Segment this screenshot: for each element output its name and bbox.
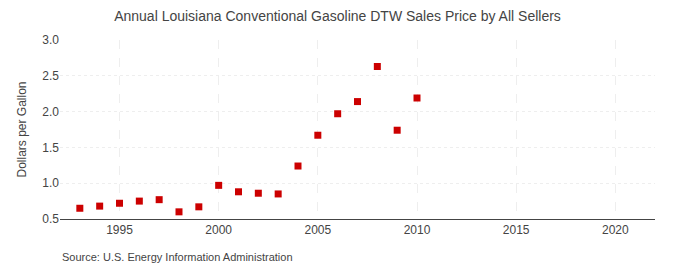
svg-text:Source: U.S. Energy Informatio: Source: U.S. Energy Information Administ… [62, 251, 293, 263]
svg-text:1995: 1995 [106, 223, 133, 237]
svg-text:1.0: 1.0 [42, 176, 59, 190]
svg-text:3.0: 3.0 [42, 33, 59, 47]
svg-text:2.0: 2.0 [42, 105, 59, 119]
svg-text:Annual Louisiana Conventional: Annual Louisiana Conventional Gasoline D… [114, 8, 561, 24]
svg-text:2005: 2005 [304, 223, 331, 237]
svg-text:2020: 2020 [602, 223, 629, 237]
svg-text:2000: 2000 [205, 223, 232, 237]
svg-text:2010: 2010 [404, 223, 431, 237]
svg-text:Dollars per Gallon: Dollars per Gallon [15, 81, 29, 177]
svg-text:1.5: 1.5 [42, 141, 59, 155]
svg-text:0.5: 0.5 [42, 212, 59, 226]
svg-text:2.5: 2.5 [42, 69, 59, 83]
svg-text:2015: 2015 [503, 223, 530, 237]
